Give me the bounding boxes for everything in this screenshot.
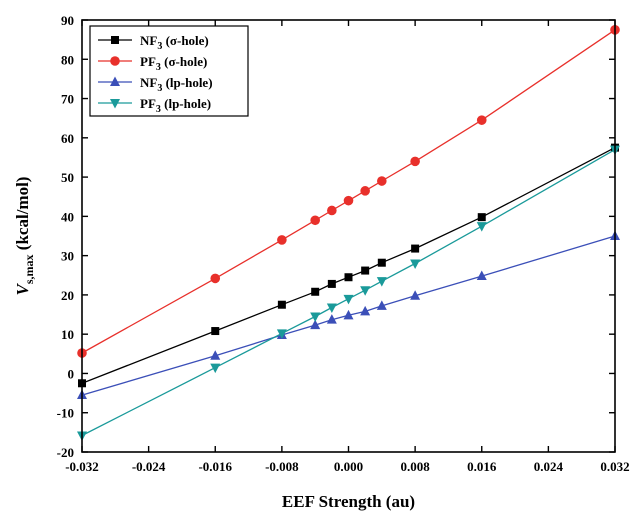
legend-label-subscript: 3 (156, 104, 161, 115)
series-4 (77, 145, 620, 442)
legend-entry: NF3 (lp-hole) (98, 75, 213, 94)
data-point (210, 273, 221, 284)
y-tick-label: 20 (61, 288, 74, 303)
legend-label: NF3 (σ-hole) (140, 33, 209, 52)
data-point (410, 156, 420, 167)
legend-label: NF3 (lp-hole) (140, 75, 213, 94)
y-tick-label: 10 (61, 327, 74, 342)
y-axis-title-units: (kcal/mol) (13, 177, 32, 255)
data-point (276, 329, 287, 339)
data-point (476, 115, 487, 125)
series-line (81, 147, 616, 384)
data-point (343, 195, 354, 206)
data-point (327, 205, 337, 216)
data-point (343, 309, 354, 320)
data-point (360, 286, 371, 296)
x-tick-label: 0.032 (600, 459, 629, 474)
legend-label-rest: (lp-hole) (161, 96, 211, 111)
data-point (410, 290, 421, 300)
data-point (377, 176, 387, 186)
data-point (310, 215, 320, 226)
y-axis-title-main: V (13, 282, 32, 295)
data-point (360, 186, 370, 196)
y-tick-label: 30 (61, 249, 74, 264)
legend-label-rest: (σ-hole) (161, 54, 207, 69)
data-point (311, 287, 320, 296)
x-tick-label: -0.008 (265, 459, 299, 474)
legend-label: PF3 (lp-hole) (140, 96, 211, 115)
legend-label-main: NF (140, 75, 157, 90)
legend-entry: PF3 (σ-hole) (98, 54, 207, 73)
y-axis-title: Vs,max (kcal/mol) (13, 177, 36, 296)
series-layer (77, 25, 620, 442)
series-line (81, 149, 616, 437)
legend-label: PF3 (σ-hole) (140, 54, 207, 73)
x-tick-label: -0.024 (132, 459, 166, 474)
legend-marker (110, 76, 120, 86)
legend-label-rest: (lp-hole) (162, 75, 212, 90)
x-tick-label: 0.008 (401, 459, 431, 474)
y-tick-label: 70 (61, 92, 74, 107)
x-tick-label: 0.016 (467, 459, 497, 474)
x-tick-label: 0.024 (534, 459, 564, 474)
data-point (360, 305, 371, 316)
x-tick-label: -0.016 (198, 459, 232, 474)
data-point (277, 300, 286, 309)
data-point (310, 319, 321, 330)
data-point (277, 235, 287, 245)
series-2 (77, 25, 620, 358)
data-point (211, 327, 220, 336)
y-tick-label: 60 (61, 131, 74, 146)
axis-ticks (81, 19, 616, 453)
legend-marker (110, 99, 120, 109)
legend-label-subscript: 3 (156, 62, 161, 73)
data-point (327, 279, 336, 288)
y-tick-label: 80 (61, 52, 74, 67)
data-point (411, 244, 420, 253)
x-axis-title: EEF Strength (au) (282, 492, 415, 511)
y-tick-label: 40 (61, 209, 74, 224)
legend-entry: NF3 (σ-hole) (98, 33, 209, 52)
data-point (361, 266, 370, 275)
legend: NF3 (σ-hole)PF3 (σ-hole)NF3 (lp-hole)PF3… (89, 25, 249, 117)
x-tick-label: -0.032 (65, 459, 99, 474)
data-point (326, 314, 337, 324)
legend-marker (111, 36, 119, 44)
legend-label-rest: (σ-hole) (162, 33, 208, 48)
data-point (343, 294, 354, 305)
series-3 (77, 230, 620, 400)
series-1 (78, 143, 619, 388)
legend-entry: PF3 (lp-hole) (98, 96, 211, 115)
legend-marker (110, 56, 120, 66)
legend-label-main: NF (140, 33, 157, 48)
y-tick-label: -10 (57, 406, 74, 421)
y-tick-label: -20 (57, 445, 74, 460)
data-point (310, 312, 321, 323)
data-point (476, 270, 487, 281)
data-point (476, 222, 487, 232)
y-tick-label: 0 (68, 366, 75, 381)
y-tick-label: 50 (61, 170, 74, 185)
legend-label-main: PF (140, 96, 156, 111)
y-tick-label: 90 (61, 13, 74, 28)
data-point (376, 300, 387, 310)
tick-labels: -0.032 -0.024 -0.016 -0.008 0.000 0.008 0.016 0… (57, 13, 630, 474)
y-axis-title-subscript: s,max (22, 254, 36, 284)
legend-label-main: PF (140, 54, 156, 69)
data-point (344, 273, 353, 282)
data-point (210, 350, 221, 360)
legend-label-subscript: 3 (157, 83, 162, 94)
data-point (376, 277, 387, 287)
data-point (326, 303, 337, 313)
x-tick-label: 0.000 (334, 459, 363, 474)
data-point (477, 213, 486, 222)
data-point (210, 363, 221, 374)
data-point (377, 258, 386, 267)
data-point (410, 259, 421, 269)
legend-label-subscript: 3 (157, 41, 162, 52)
